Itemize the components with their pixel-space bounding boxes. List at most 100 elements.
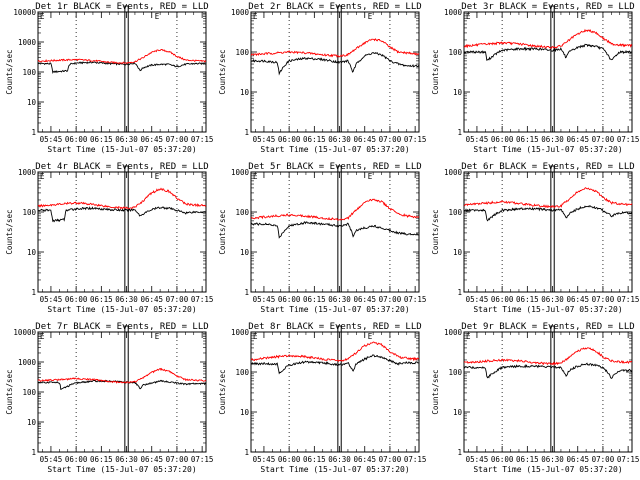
x-tick-label: 06:45 [353, 295, 376, 304]
y-tick-label: 1 [31, 288, 36, 297]
y-axis-label: Counts/sec [218, 209, 227, 254]
x-tick-label: 06:30 [115, 295, 138, 304]
y-tick-label: 1000 [18, 38, 37, 47]
x-tick-label: 06:45 [140, 135, 163, 144]
interval-box [124, 325, 129, 453]
y-tick-label: 1 [31, 448, 36, 457]
series-line-lld [250, 198, 420, 221]
series-line-lld [37, 49, 207, 65]
series-line-events [463, 43, 633, 61]
y-axis-label: Counts/sec [218, 49, 227, 94]
x-tick-label: 06:15 [516, 455, 539, 464]
x-tick-label: 06:00 [491, 135, 514, 144]
x-tick-label: 06:15 [303, 455, 326, 464]
x-tick-label: 07:00 [592, 135, 615, 144]
corner-mark-left: E [466, 332, 471, 341]
plot-frame [37, 331, 207, 453]
x-tick-label: 05:45 [40, 455, 63, 464]
interval-box [124, 165, 129, 293]
y-tick-label: 1000 [444, 168, 463, 177]
panel-title: Det 1r BLACK = Events, RED = LLD [35, 2, 208, 12]
x-tick-label: 06:30 [541, 135, 564, 144]
y-tick-label: 1 [31, 128, 36, 137]
corner-mark-left: E [253, 332, 258, 341]
x-tick-label: 07:00 [379, 455, 402, 464]
corner-mark-right: E [581, 12, 586, 21]
series-line-lld [250, 38, 420, 58]
plot-frame [250, 171, 420, 293]
y-tick-label: 1000 [18, 358, 37, 367]
x-tick-label: 06:15 [90, 135, 113, 144]
x-tick-label: 05:45 [40, 135, 63, 144]
interval-box [337, 5, 342, 133]
x-tick-label: 07:00 [379, 135, 402, 144]
plot-frame [37, 171, 207, 293]
x-tick-label: 07:15 [617, 135, 640, 144]
series-line-lld [464, 187, 633, 209]
x-tick-label: 05:45 [253, 295, 276, 304]
corner-mark-right: E [155, 172, 160, 181]
y-axis-label: Counts/sec [218, 369, 227, 414]
x-tick-label: 06:30 [328, 295, 351, 304]
x-tick-label: 06:15 [303, 135, 326, 144]
y-axis-label: Counts/sec [431, 369, 440, 414]
x-tick-label: 07:15 [617, 455, 640, 464]
x-axis-label: Start Time (15-Jul-07 05:37:20) [473, 145, 622, 154]
interval-box [550, 5, 555, 133]
x-tick-label: 05:45 [466, 455, 489, 464]
x-tick-label: 07:00 [592, 455, 615, 464]
x-tick-label: 06:00 [491, 295, 514, 304]
x-tick-label: 05:45 [466, 135, 489, 144]
corner-mark-right: E [368, 12, 373, 21]
x-tick-label: 06:30 [541, 455, 564, 464]
corner-mark-right: E [368, 172, 373, 181]
y-tick-label: 100 [22, 208, 36, 217]
x-tick-label: 07:15 [191, 135, 214, 144]
corner-mark-left: E [40, 172, 45, 181]
x-tick-label: 05:45 [466, 295, 489, 304]
corner-mark-left: E [40, 12, 45, 21]
plot-frame [463, 171, 633, 293]
plot-frame [250, 331, 420, 453]
y-tick-label: 100 [448, 208, 462, 217]
x-axis-label: Start Time (15-Jul-07 05:37:20) [47, 145, 196, 154]
y-tick-label: 10 [453, 408, 463, 417]
series-line-lld [37, 367, 207, 384]
x-tick-label: 05:45 [253, 135, 276, 144]
y-tick-label: 10 [453, 88, 463, 97]
series-line-lld [463, 28, 633, 49]
y-axis-label: Counts/sec [431, 49, 440, 94]
x-tick-label: 06:00 [278, 455, 301, 464]
panel-title: Det 5r BLACK = Events, RED = LLD [248, 162, 421, 172]
series-line-events [250, 221, 420, 239]
x-tick-label: 06:00 [278, 295, 301, 304]
series-line-events [463, 362, 633, 379]
y-axis-label: Counts/sec [5, 49, 14, 94]
series-line-events [37, 206, 207, 223]
y-tick-label: 10000 [13, 328, 36, 337]
corner-mark-left: E [253, 172, 258, 181]
x-tick-label: 05:45 [253, 455, 276, 464]
x-tick-label: 06:00 [65, 135, 88, 144]
panel-det-4: Det 4r BLACK = Events, RED = LLD 1 10 100 10… [5, 162, 213, 314]
y-tick-label: 1000 [18, 168, 37, 177]
y-tick-label: 1 [457, 448, 462, 457]
series-line-events [250, 52, 420, 76]
x-tick-label: 06:45 [140, 295, 163, 304]
x-tick-label: 07:15 [404, 135, 427, 144]
y-tick-label: 1000 [231, 328, 250, 337]
y-tick-label: 100 [235, 368, 249, 377]
y-tick-label: 10000 [13, 8, 36, 17]
panel-det-2: Det 2r BLACK = Events, RED = LLD 1 10 100 10… [218, 2, 426, 154]
panel-title: Det 7r BLACK = Events, RED = LLD [35, 322, 208, 332]
x-axis-label: Start Time (15-Jul-07 05:37:20) [47, 305, 196, 314]
x-tick-label: 07:15 [404, 455, 427, 464]
y-tick-label: 1 [244, 128, 249, 137]
y-tick-label: 10 [240, 248, 250, 257]
panel-det-8: Det 8r BLACK = Events, RED = LLD 1 10 100 10… [218, 322, 426, 474]
x-tick-label: 07:15 [191, 295, 214, 304]
x-tick-label: 06:00 [278, 135, 301, 144]
panel-det-5: Det 5r BLACK = Events, RED = LLD 1 10 100 10… [218, 162, 426, 314]
x-tick-label: 07:00 [166, 135, 189, 144]
x-tick-label: 06:45 [140, 455, 163, 464]
